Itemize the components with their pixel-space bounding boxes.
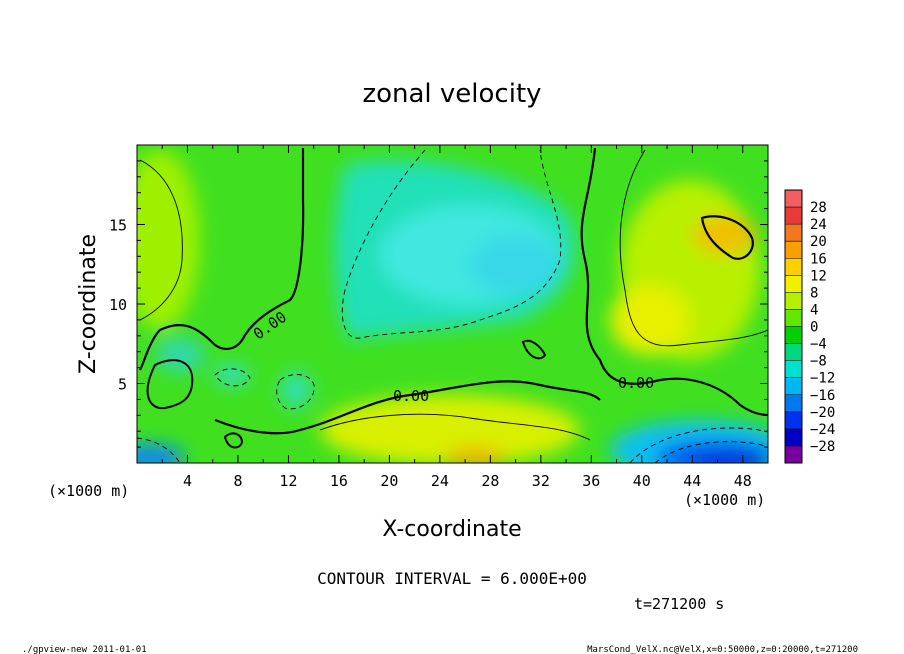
colorbar-label: 12 [810, 268, 827, 284]
chart-title: zonal velocity [362, 79, 541, 109]
zero-contour-right-lobe [700, 215, 754, 260]
field-blob-right-yellow [610, 285, 690, 355]
neg-contour-bottom-left [137, 437, 181, 463]
zero-contour-lowerleft [146, 359, 194, 410]
colorbar-segment [785, 241, 802, 259]
x-tick-label: 36 [582, 472, 600, 490]
x-tick-label: 32 [532, 472, 550, 490]
zero-contour-small-loop [521, 339, 547, 360]
x-unit-left: (×1000 m) [48, 482, 129, 500]
x-tick-label: 28 [481, 472, 499, 490]
contour-label-3: 0.00 [618, 374, 654, 392]
colorbar-segment [785, 258, 802, 276]
colorbar-segment [785, 428, 802, 446]
field-blob-bottom-left-blue [137, 444, 185, 463]
colorbar-segment [785, 224, 802, 242]
field-blob-cyan-patch2 [280, 372, 312, 408]
y-tick-label: 15 [109, 217, 127, 235]
colorbar-label: 16 [810, 251, 827, 267]
colorbar-segment [785, 207, 802, 225]
x-tick-label: 24 [431, 472, 449, 490]
zero-contour-lowerleft2 [223, 432, 244, 449]
field-blob-bottom-yellow [320, 395, 580, 463]
field-blob-cyan-patch1 [214, 365, 250, 385]
footer-left: ./gpview-new 2011-01-01 [22, 645, 147, 654]
x-unit-right: (×1000 m) [684, 491, 765, 509]
neg-contour-center [341, 149, 562, 339]
colorbar-label: −24 [810, 422, 835, 438]
neg-contour-patch2 [214, 368, 251, 387]
colorbar-label: −12 [810, 371, 835, 387]
field-blob-bottom-right-deepblue [690, 452, 768, 463]
x-tick-label: 48 [734, 472, 752, 490]
field-blob-bottom-orange [445, 448, 505, 463]
x-tick-label: 8 [233, 472, 242, 490]
zero-contour-left [139, 148, 305, 371]
colorbar-label: 20 [810, 234, 827, 250]
colorbar-label: −4 [810, 337, 827, 353]
colorbar-segment [785, 326, 802, 344]
colorbar-label: 0 [810, 320, 818, 336]
y-axis-label: Z-coordinate [76, 234, 101, 374]
x-tick-label: 16 [330, 472, 348, 490]
zero-contour-bottom [214, 380, 601, 435]
x-tick-label: 12 [279, 472, 297, 490]
y-tick-label: 5 [118, 376, 127, 394]
colorbar-label: −16 [810, 388, 835, 404]
colorbar-segment [785, 360, 802, 378]
colorbar-label: 24 [810, 217, 827, 233]
contour-label-2: 0.00 [393, 387, 429, 405]
thin-contour-left [139, 159, 183, 321]
colorbar-label: 8 [810, 285, 818, 301]
time-label: t=271200 s [634, 595, 724, 613]
x-axis: 4 8 12 16 20 24 28 32 36 40 44 48 [161, 145, 752, 490]
colorbar-segment [785, 445, 802, 463]
colorbar-segment [785, 309, 802, 327]
colorbar-segment [785, 275, 802, 293]
colorbar-label: −20 [810, 405, 835, 421]
contour-interval: CONTOUR INTERVAL = 6.000E+00 [317, 569, 587, 588]
colorbar-label: −8 [810, 354, 827, 370]
colorbar-segment [785, 190, 802, 208]
y-axis: 5 10 15 [109, 160, 768, 448]
colorbar-label: 28 [810, 200, 827, 216]
colorbar-segment [785, 343, 802, 361]
plot-area: 0.00 0.00 0.00 [137, 145, 768, 463]
colorbar-segment [785, 292, 802, 310]
footer-right: MarsCond_VelX.nc@VelX,x=0:50000,z=0:2000… [587, 645, 858, 654]
field-blob-left-yellowgreen [137, 150, 200, 330]
neg-contour-bottom-right1 [629, 427, 768, 463]
thin-contour-right [619, 149, 768, 347]
x-tick-label: 44 [683, 472, 701, 490]
colorbar-label: −28 [810, 439, 835, 455]
x-tick-label: 40 [633, 472, 651, 490]
neg-contour-bottom-right2 [654, 441, 768, 463]
thin-contour-bottom [319, 413, 591, 441]
x-tick-label: 4 [183, 472, 192, 490]
colorbar-label: 4 [810, 302, 818, 318]
field-blob-cyan-patch3 [155, 337, 205, 373]
x-tick-label: 20 [380, 472, 398, 490]
field-blob-cyan-core2 [470, 235, 560, 295]
y-tick-label: 10 [109, 296, 127, 314]
x-axis-label: X-coordinate [382, 517, 521, 542]
colorbar-segment [785, 394, 802, 412]
colorbar-segment [785, 411, 802, 429]
colorbar-segment [785, 377, 802, 395]
zero-contour-right [580, 147, 768, 417]
neg-contour-patch1 [276, 374, 315, 410]
